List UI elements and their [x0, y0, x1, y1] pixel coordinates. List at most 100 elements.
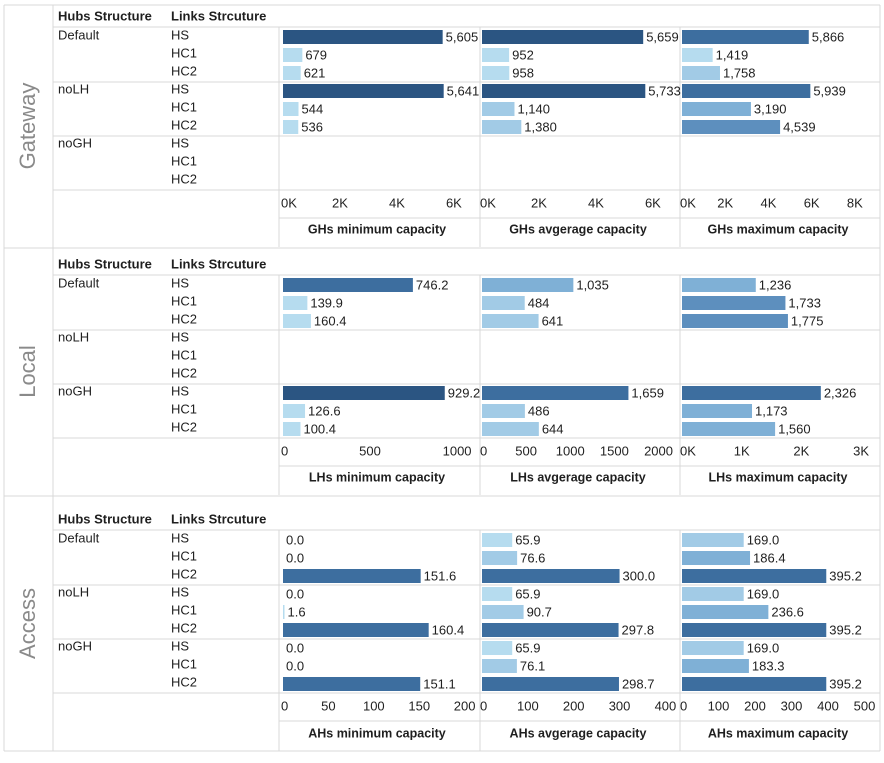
links-structure-header: Links Strcuture [171, 8, 266, 23]
x-tick-label: 2K [717, 195, 733, 210]
data-label: 1,380 [524, 119, 557, 134]
data-label: 1,173 [755, 403, 788, 418]
hubs-structure-header: Hubs Structure [58, 8, 152, 23]
link-label-hc1: HC1 [171, 293, 197, 308]
data-label: 4,539 [783, 119, 816, 134]
x-tick-label: 500 [854, 698, 876, 713]
link-label-hc2: HC2 [171, 365, 197, 380]
x-tick-label: 0K [281, 195, 297, 210]
bar-local-3-nogh-hs [682, 386, 821, 400]
link-label-hc1: HC1 [171, 401, 197, 416]
link-label-hc2: HC2 [171, 117, 197, 132]
bar-access-2-nolh-hc2 [482, 623, 619, 637]
x-tick-label: 2K [793, 443, 809, 458]
data-label: 90.7 [527, 604, 552, 619]
x-tick-label: 8K [847, 195, 863, 210]
chart-bars: 5,605 679 621 5,641 544 536 5,659 952 958 5,733 1,… [283, 29, 862, 691]
data-label: 151.1 [423, 676, 456, 691]
data-label: 169.0 [747, 586, 780, 601]
data-label: 746.2 [416, 277, 449, 292]
x-tick-label: 0 [281, 698, 288, 713]
data-label: 395.2 [829, 622, 862, 637]
axis-title: AHs minimum capacity [308, 726, 446, 740]
bar-local-2-nogh-hc1 [482, 404, 525, 418]
link-label-hc1: HC1 [171, 99, 197, 114]
x-tick-label: 6K [645, 195, 661, 210]
data-label: 169.0 [747, 532, 780, 547]
data-label: 641 [542, 313, 564, 328]
data-label: 395.2 [829, 568, 862, 583]
bar-gateway-1-nolh-hc2 [283, 120, 299, 134]
data-label: 0.0 [286, 550, 304, 565]
hubs-structure-header: Hubs Structure [58, 511, 152, 526]
data-label: 1,035 [576, 277, 609, 292]
x-tick-label: 100 [708, 698, 730, 713]
axis-title: GHs avgerage capacity [509, 222, 647, 236]
data-label: 236.6 [771, 604, 804, 619]
bar-gateway-1-nolh-hc1 [283, 102, 299, 116]
bar-local-2-nogh-hc2 [482, 422, 539, 436]
link-label-hs: HS [171, 81, 189, 96]
x-tick-label: 0K [680, 195, 696, 210]
data-label: 1,140 [517, 101, 550, 116]
data-label: 160.4 [432, 622, 465, 637]
x-tick-label: 1000 [556, 443, 585, 458]
data-label: 1,758 [723, 65, 756, 80]
data-label: 395.2 [829, 676, 862, 691]
data-label: 644 [542, 421, 564, 436]
bar-local-2-nogh-hs [482, 386, 629, 400]
x-tick-label: 0 [680, 698, 687, 713]
bar-gateway-3-default-hs [682, 30, 809, 44]
link-label-hc1: HC1 [171, 602, 197, 617]
x-tick-label: 0 [281, 443, 288, 458]
data-label: 151.6 [424, 568, 457, 583]
local-section-label: Local [15, 345, 40, 398]
bar-gateway-1-nolh-hs [283, 84, 444, 98]
x-tick-label: 500 [515, 443, 537, 458]
bar-local-3-nogh-hc2 [682, 422, 776, 436]
bar-local-1-nogh-hs [283, 386, 445, 400]
data-label: 679 [305, 47, 327, 62]
bar-access-1-nogh-hc2 [283, 677, 421, 691]
data-label: 5,939 [813, 83, 846, 98]
data-label: 160.4 [314, 313, 347, 328]
bar-local-2-default-hs [482, 278, 574, 292]
links-structure-header: Links Strcuture [171, 511, 266, 526]
hub-label-nogh: noGH [58, 383, 92, 398]
data-label: 1.6 [288, 604, 306, 619]
data-label: 126.6 [308, 403, 341, 418]
data-label: 139.9 [310, 295, 343, 310]
bar-access-2-nolh-hs [482, 587, 513, 601]
bar-access-2-nogh-hc2 [482, 677, 619, 691]
link-label-hs: HS [171, 638, 189, 653]
link-label-hs: HS [171, 27, 189, 42]
bar-access-3-default-hc2 [682, 569, 827, 583]
link-label-hs: HS [171, 135, 189, 150]
data-label: 536 [301, 119, 323, 134]
bar-access-1-default-hc2 [283, 569, 421, 583]
bar-access-2-nogh-hs [482, 641, 513, 655]
bar-access-1-nolh-hc1 [283, 605, 285, 619]
data-label: 929.2 [448, 385, 481, 400]
data-label: 5,659 [646, 29, 679, 44]
bar-gateway-2-nolh-hc1 [482, 102, 515, 116]
data-label: 486 [528, 403, 550, 418]
hub-label-default: Default [58, 27, 100, 42]
data-label: 1,659 [631, 385, 664, 400]
bar-access-1-nolh-hc2 [283, 623, 429, 637]
hub-label-nolh: noLH [58, 81, 89, 96]
data-label: 169.0 [747, 640, 780, 655]
link-label-hc2: HC2 [171, 63, 197, 78]
x-tick-label: 200 [563, 698, 585, 713]
data-label: 65.9 [515, 586, 540, 601]
hub-label-nolh: noLH [58, 584, 89, 599]
bar-gateway-2-nolh-hc2 [482, 120, 522, 134]
x-tick-label: 2K [531, 195, 547, 210]
bar-access-3-default-hc1 [682, 551, 751, 565]
x-tick-label: 400 [655, 698, 677, 713]
x-tick-label: 6K [804, 195, 820, 210]
gateway-section-label: Gateway [15, 83, 40, 170]
data-label: 300.0 [623, 568, 656, 583]
hub-label-nolh: noLH [58, 329, 89, 344]
data-label: 5,866 [812, 29, 845, 44]
